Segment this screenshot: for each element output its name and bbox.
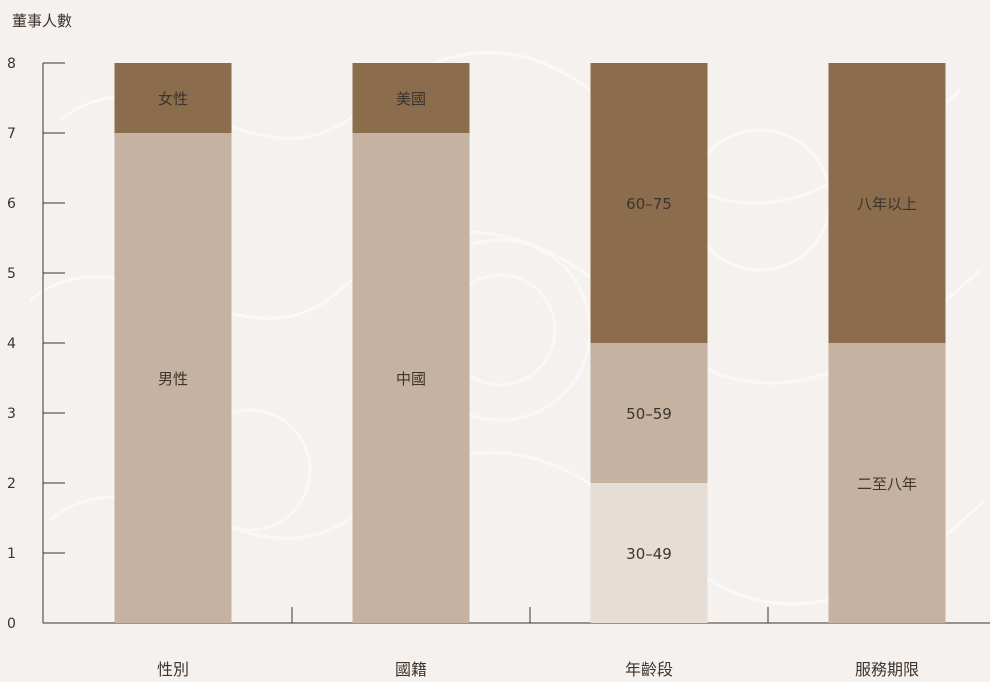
- y-tick-label: 7: [7, 126, 16, 142]
- y-tick-label: 2: [7, 476, 16, 492]
- y-tick-label: 3: [7, 406, 16, 422]
- y-tick-label: 4: [7, 336, 16, 352]
- bar-segment: [352, 133, 470, 623]
- x-axis-labels: 性別 國籍 年齡段 服務期限: [157, 660, 919, 679]
- bar-segment: [828, 63, 946, 343]
- y-tick-label: 0: [7, 616, 16, 632]
- x-tick-label: 服務期限: [855, 660, 919, 679]
- x-tick-label: 國籍: [395, 660, 427, 679]
- y-tick-label: 5: [7, 266, 16, 282]
- y-tick-label: 1: [7, 546, 16, 562]
- bar-segment: [828, 343, 946, 623]
- bar-segment-label: 男性: [158, 370, 188, 388]
- bar-segment-label: 30–49: [626, 545, 672, 563]
- bar-segment: [114, 63, 232, 133]
- bar-segment: [114, 133, 232, 623]
- x-tick-label: 年齡段: [625, 660, 673, 679]
- x-tick-label: 性別: [157, 660, 189, 679]
- bar-segment-label: 二至八年: [857, 475, 917, 493]
- bar-segment: [590, 63, 708, 343]
- bar-segment: [352, 63, 470, 133]
- bar-segment-label: 60–75: [626, 195, 672, 213]
- bar-segment-label: 女性: [158, 90, 188, 108]
- bar-segment-label: 中國: [396, 370, 426, 388]
- y-tick-label: 8: [7, 56, 16, 72]
- bar-segment-label: 50–59: [626, 405, 672, 423]
- y-tick-label: 6: [7, 196, 16, 212]
- y-axis-title: 董事人數: [12, 12, 72, 30]
- bar-segment-label: 八年以上: [857, 195, 917, 213]
- bar-segment-label: 美國: [396, 90, 426, 108]
- bar-segment: [590, 343, 708, 483]
- bar-segment: [590, 483, 708, 623]
